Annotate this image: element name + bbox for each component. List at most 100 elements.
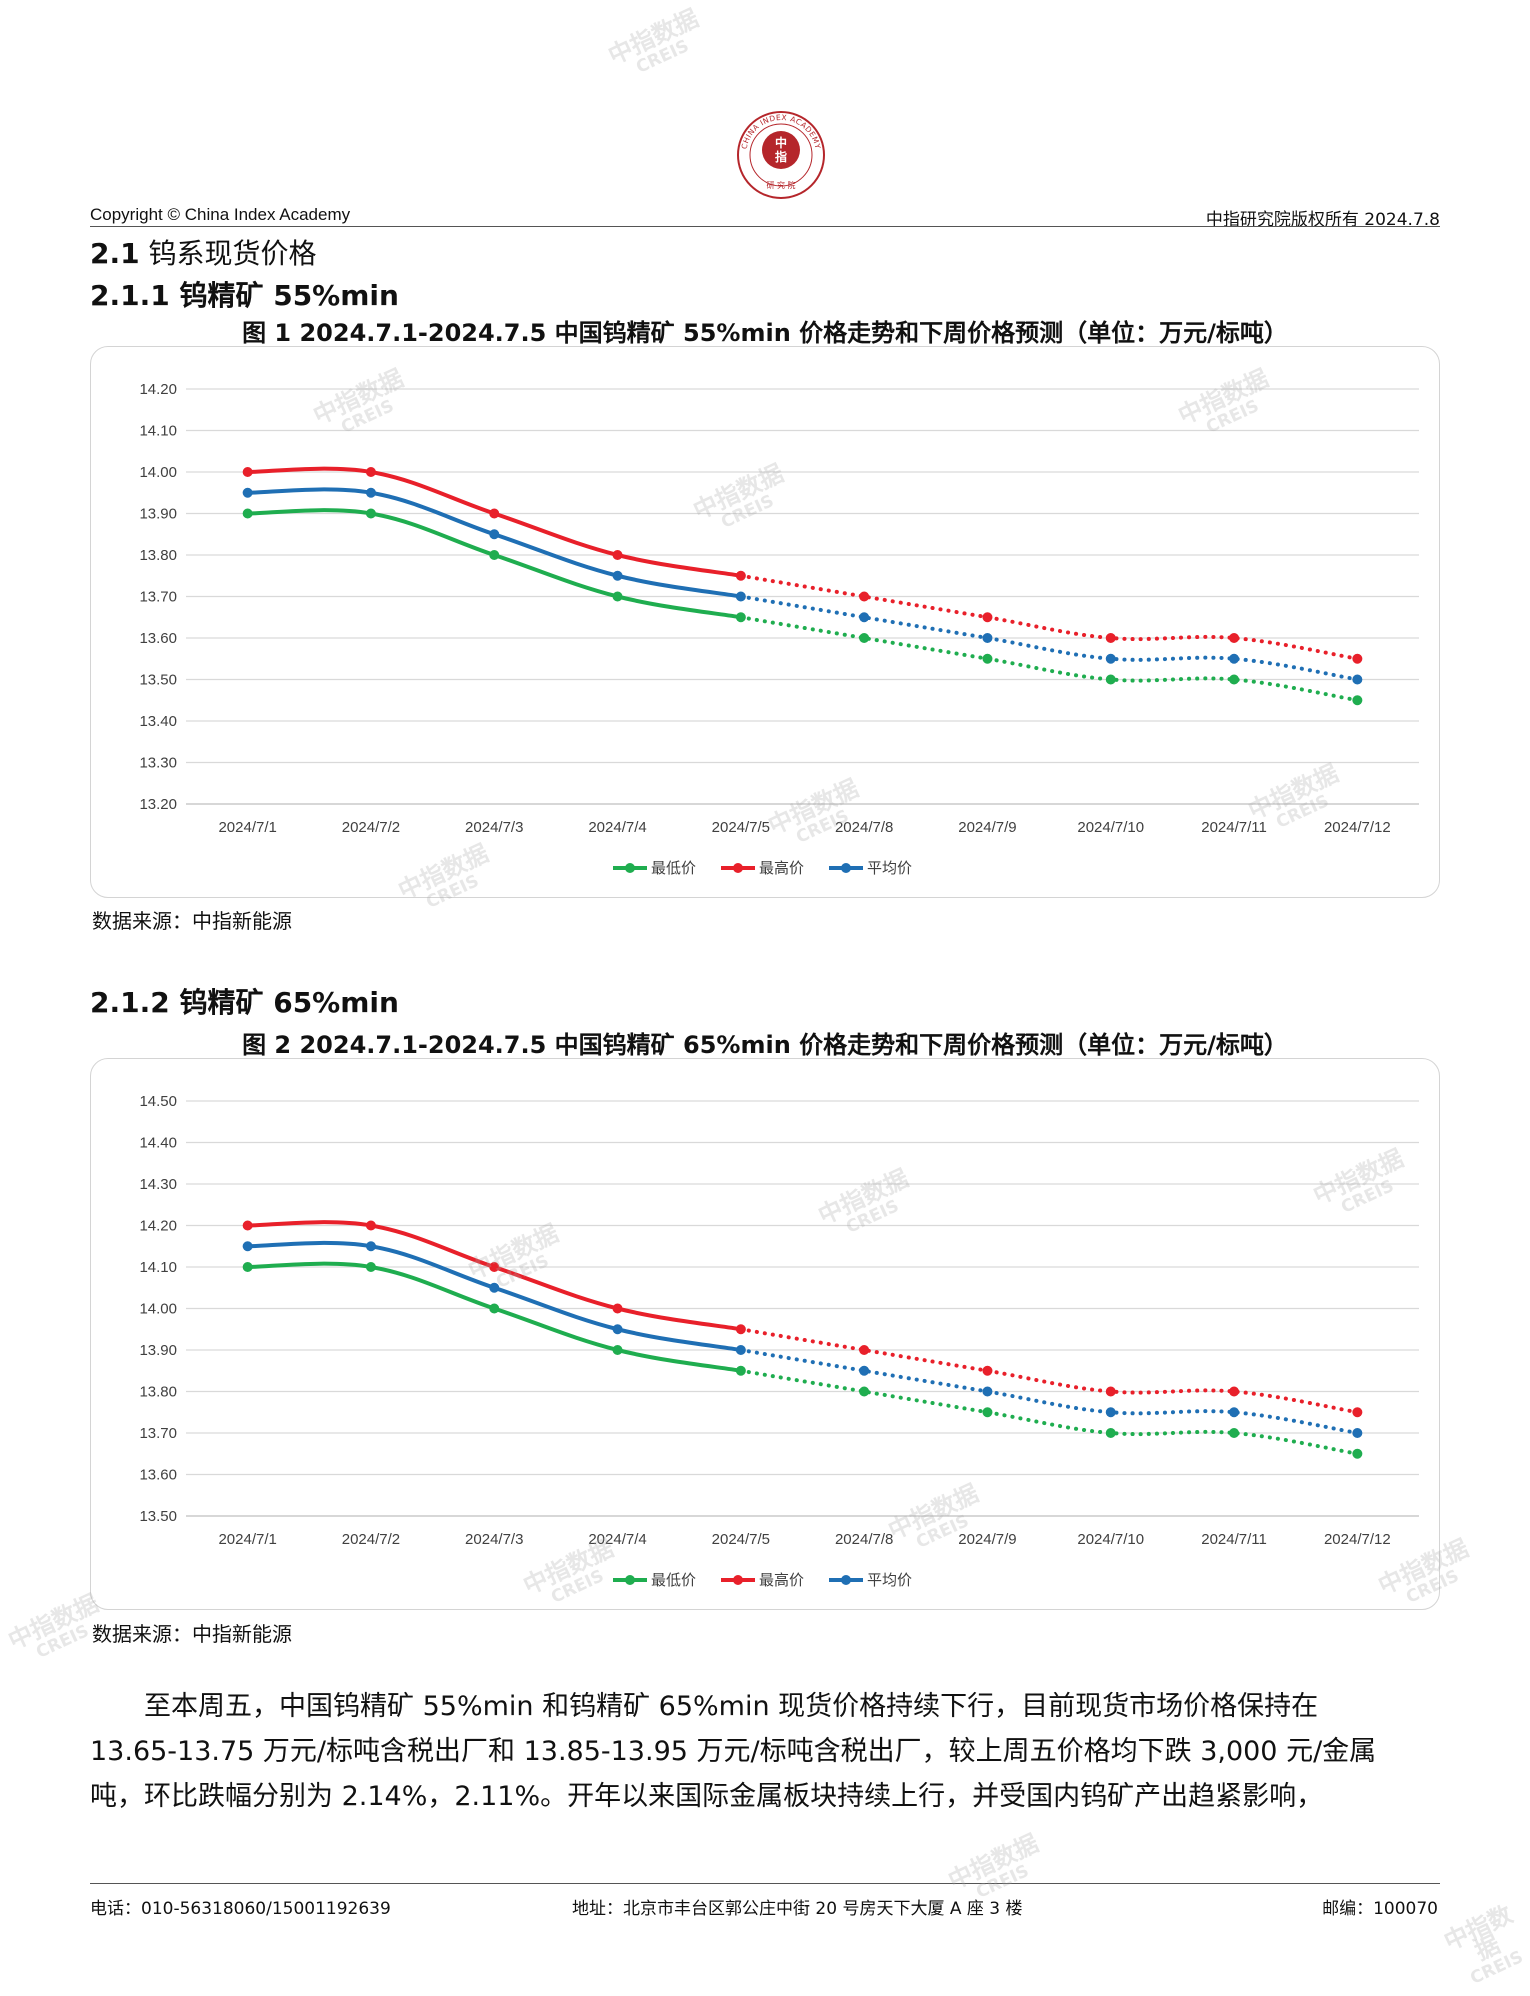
y-tick-label: 14.00 <box>139 1301 177 1318</box>
footer-divider <box>90 1883 1440 1884</box>
data-point <box>1352 1448 1363 1459</box>
x-tick-label: 2024/7/2 <box>342 819 400 836</box>
y-tick-label: 13.30 <box>139 755 177 772</box>
header-divider <box>90 226 1440 227</box>
copyright-text: Copyright © China Index Academy <box>90 205 351 224</box>
header-right-text: 中指研究院版权所有 2024.7.8 <box>1205 210 1440 230</box>
data-point <box>1352 674 1363 685</box>
data-point <box>859 1365 870 1376</box>
legend-swatch-marker <box>625 863 635 873</box>
data-point <box>612 1303 623 1314</box>
x-tick-label: 2024/7/9 <box>958 819 1016 836</box>
legend-swatch-marker <box>733 863 743 873</box>
data-point <box>735 591 746 602</box>
subsection-title-2: 2.1.2 钨精矿 65%min <box>90 986 399 1019</box>
x-tick-label: 2024/7/8 <box>835 819 893 836</box>
legend-swatch-marker <box>841 863 851 873</box>
paragraph-line: 13.65-13.75 万元/标吨含税出厂和 13.85-13.95 万元/标吨… <box>90 1736 1377 1767</box>
legend-swatch-marker <box>841 1575 851 1585</box>
x-tick-label: 2024/7/3 <box>465 1531 523 1548</box>
x-tick-label: 2024/7/8 <box>835 1531 893 1548</box>
data-point <box>1229 653 1240 664</box>
footer-address: 地址：北京市丰台区郭公庄中街 20 号房天下大厦 A 座 3 楼 <box>572 1899 1023 1919</box>
data-point <box>1229 633 1240 643</box>
data-point <box>1105 1428 1116 1438</box>
y-tick-label: 14.30 <box>139 1176 177 1193</box>
data-point <box>242 1220 253 1231</box>
y-tick-label: 13.20 <box>139 796 177 813</box>
data-point <box>859 612 870 623</box>
y-tick-label: 14.20 <box>139 1218 177 1235</box>
svg-text:中: 中 <box>775 135 787 150</box>
data-point <box>489 1282 500 1293</box>
series-line-actual <box>245 487 743 599</box>
data-point <box>242 487 253 498</box>
section-title: 2.1 钨系现货价格 <box>90 237 317 270</box>
chart-1-svg: 14.20 14.10 14.00 13.90 13.80 13.70 13.60 13.50… <box>139 381 1419 877</box>
y-tick-label: 13.50 <box>139 1508 177 1525</box>
x-tick-label: 2024/7/9 <box>958 1531 1016 1548</box>
legend-swatch-marker <box>733 1575 743 1585</box>
y-tick-label: 13.40 <box>139 713 177 730</box>
data-point <box>489 1303 500 1314</box>
legend-label: 平均价 <box>867 1571 912 1589</box>
data-point <box>612 570 623 581</box>
y-tick-label: 14.40 <box>139 1135 177 1152</box>
data-point <box>982 653 993 664</box>
data-point <box>982 633 993 643</box>
data-point <box>982 612 993 623</box>
y-tick-label: 13.50 <box>139 672 177 689</box>
x-tick-label: 2024/7/4 <box>588 1531 646 1548</box>
data-point <box>1105 1407 1116 1418</box>
x-tick-label: 2024/7/5 <box>712 1531 770 1548</box>
data-point <box>242 1241 253 1252</box>
data-point <box>735 612 746 623</box>
legend-label: 平均价 <box>867 859 912 877</box>
legend-swatch-marker <box>625 1575 635 1585</box>
y-tick-label: 13.60 <box>139 630 177 647</box>
x-tick-label: 2024/7/12 <box>1324 819 1391 836</box>
legend-label: 最低价 <box>651 859 696 877</box>
series-line-forecast <box>738 615 1360 703</box>
data-point <box>1352 695 1363 706</box>
data-point <box>365 1220 376 1231</box>
data-point <box>1229 1386 1240 1397</box>
paragraph-line: 吨，环比跌幅分别为 2.14%，2.11%。开年以来国际金属板块持续上行，并受国… <box>90 1781 1324 1812</box>
data-point <box>859 1345 870 1355</box>
data-point <box>365 487 376 498</box>
data-point <box>982 1407 993 1418</box>
data-point <box>859 1386 870 1397</box>
data-point <box>735 1345 746 1355</box>
series-line-forecast <box>738 1327 1360 1415</box>
chart-1: 14.20 14.10 14.00 13.90 13.80 13.70 13.60 13.50… <box>90 346 1440 898</box>
x-tick-label: 2024/7/10 <box>1077 819 1144 836</box>
body-paragraph: 至本周五，中国钨精矿 55%min 和钨精矿 65%min 现货价格持续下行，目… <box>90 1684 1440 1819</box>
x-tick-label: 2024/7/1 <box>218 1531 276 1548</box>
y-tick-label: 13.90 <box>139 506 177 523</box>
footer-phone: 电话：010-56318060/15001192639 <box>90 1899 391 1919</box>
data-point <box>1352 1428 1363 1438</box>
data-point <box>1105 633 1116 643</box>
y-tick-label: 14.10 <box>139 1259 177 1276</box>
y-tick-label: 14.20 <box>139 381 177 398</box>
data-point <box>982 1365 993 1376</box>
data-point <box>612 550 623 560</box>
y-tick-label: 14.00 <box>139 464 177 481</box>
data-point <box>242 508 253 519</box>
data-point <box>489 508 500 519</box>
x-tick-label: 2024/7/10 <box>1077 1531 1144 1548</box>
x-tick-label: 2024/7/1 <box>218 819 276 836</box>
svg-text:指: 指 <box>775 149 787 164</box>
data-point <box>612 1324 623 1335</box>
data-point <box>735 570 746 581</box>
x-tick-label: 2024/7/5 <box>712 819 770 836</box>
data-point <box>1229 1428 1240 1438</box>
x-tick-label: 2024/7/12 <box>1324 1531 1391 1548</box>
chart-2-source: 数据来源：中指新能源 <box>92 1622 292 1646</box>
series-line-actual <box>245 1240 743 1352</box>
data-point <box>1105 653 1116 664</box>
y-tick-label: 13.80 <box>139 547 177 564</box>
y-tick-label: 13.90 <box>139 1342 177 1359</box>
data-point <box>242 467 253 477</box>
watermark: 中指数据 CREIS <box>1439 1900 1527 1989</box>
